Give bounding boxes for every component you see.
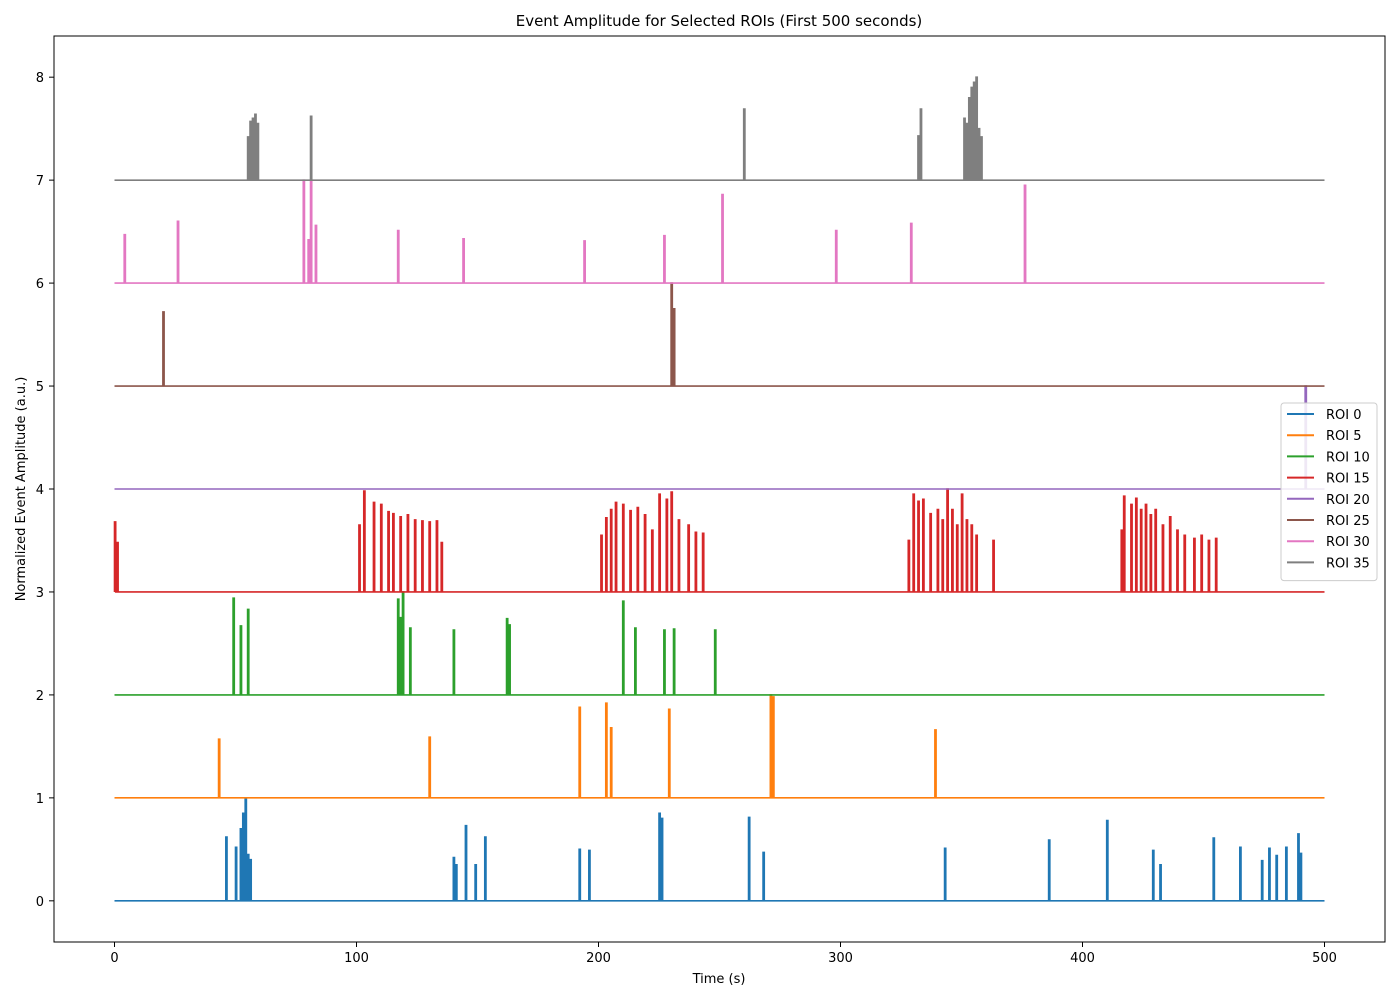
y-tick-label: 4 [36,483,44,498]
series-line-roi-10 [114,591,1325,696]
series-line-roi-35 [114,76,1325,181]
y-tick-label: 2 [36,689,44,704]
legend: ROI 0 ROI 5 ROI 10 ROI 15 ROI 20 ROI 25 ROI 30… [1280,402,1378,582]
x-tick-label: 500 [1312,951,1337,966]
x-tick-label: 300 [828,951,853,966]
series-line-roi-0 [114,797,1325,902]
legend-entry-label: ROI 20 [1326,493,1370,508]
y-tick-label: 3 [36,586,44,601]
legend-entry-label: ROI 15 [1326,472,1370,487]
x-tick-label: 100 [344,951,369,966]
y-tick-label: 0 [36,895,44,910]
ticks-layer: 0 100 200 300 400 500 0 1 2 3 4 5 6 7 8 [36,71,1337,966]
legend-entry-label: ROI 0 [1326,408,1362,423]
series-layer [113,76,1325,902]
legend-entry-label: ROI 10 [1326,450,1370,465]
legend-entry-label: ROI 25 [1326,514,1370,529]
y-tick-label: 8 [36,71,44,86]
chart-title: Event Amplitude for Selected ROIs (First… [516,12,923,30]
y-axis-label: Normalized Event Amplitude (a.u.) [14,377,29,602]
y-tick-label: 5 [36,380,44,395]
series-line-roi-5 [114,694,1325,799]
series-line-roi-30 [114,179,1325,284]
x-tick-label: 200 [586,951,611,966]
y-tick-label: 6 [36,277,44,292]
legend-frame [1280,402,1378,582]
legend-entry-label: ROI 5 [1326,429,1362,444]
series-line-roi-15 [113,488,1325,593]
y-tick-label: 1 [36,792,44,807]
legend-entry-label: ROI 35 [1326,556,1370,571]
x-tick-label: 0 [110,951,118,966]
y-tick-label: 7 [36,174,44,189]
legend-entry-label: ROI 30 [1326,535,1370,550]
x-axis-label: Time (s) [692,972,746,987]
x-tick-label: 400 [1070,951,1095,966]
